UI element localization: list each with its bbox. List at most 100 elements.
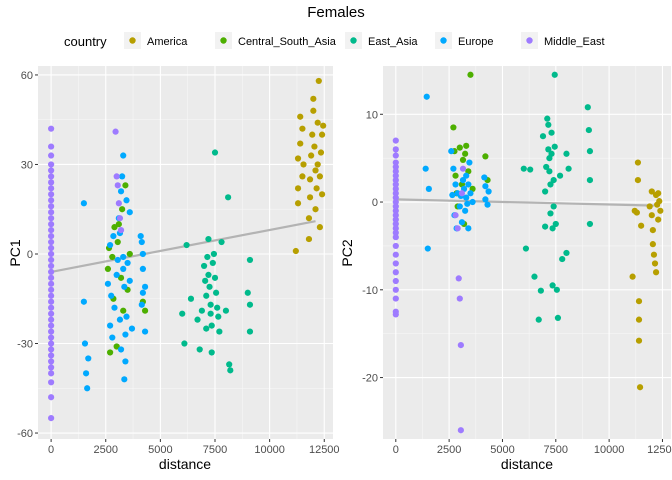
data-point — [305, 235, 313, 243]
data-point — [651, 260, 659, 267]
data-point — [456, 144, 463, 151]
data-point — [211, 274, 219, 281]
data-point — [648, 212, 655, 219]
data-point — [462, 150, 469, 157]
axis-ticks: 0 2500 5000 7500 10000 12500 -60 -30 0 30 60 — [17, 70, 339, 456]
data-point — [456, 203, 463, 210]
data-point — [422, 165, 429, 172]
data-point — [392, 229, 399, 236]
y-tick-label: 0 — [372, 197, 378, 209]
data-point — [586, 176, 594, 184]
data-point — [212, 289, 220, 296]
data-point — [210, 250, 218, 258]
x-tick-label: 2500 — [93, 444, 117, 456]
data-point — [122, 358, 129, 365]
data-point — [481, 174, 488, 181]
data-point — [636, 384, 644, 391]
data-point — [222, 307, 230, 314]
data-point — [48, 286, 55, 293]
data-point — [469, 198, 476, 206]
data-point — [652, 269, 660, 276]
data-point — [466, 159, 473, 166]
data-point — [109, 334, 116, 341]
data-point — [535, 316, 542, 323]
data-point — [545, 121, 552, 128]
data-point — [311, 143, 318, 150]
data-point — [48, 352, 55, 359]
data-point — [527, 166, 534, 173]
data-point — [452, 172, 459, 179]
data-point — [316, 224, 323, 231]
data-point — [120, 253, 127, 261]
data-point — [48, 370, 55, 377]
data-point — [116, 215, 124, 222]
data-point — [297, 113, 304, 120]
data-point — [113, 271, 120, 278]
data-point — [124, 259, 131, 267]
data-point — [205, 235, 212, 243]
data-point — [244, 289, 251, 296]
data-point — [292, 247, 299, 255]
data-point — [554, 314, 562, 321]
data-point — [308, 152, 315, 159]
trend-line — [395, 198, 654, 207]
data-point — [80, 200, 87, 207]
data-point — [139, 265, 146, 273]
data-point — [465, 181, 472, 188]
data-point — [549, 282, 556, 289]
data-point — [48, 280, 55, 287]
data-point — [48, 310, 55, 317]
data-point — [548, 129, 555, 136]
data-point — [299, 125, 306, 132]
data-point — [48, 256, 55, 264]
data-point — [109, 253, 116, 261]
data-point — [392, 260, 399, 267]
x-tick-label: 0 — [48, 444, 54, 456]
x-tick-label: 7500 — [203, 444, 227, 456]
data-point — [586, 220, 594, 228]
data-point — [121, 283, 128, 290]
figure-title: Females — [307, 4, 365, 21]
data-point — [392, 212, 399, 219]
data-point — [448, 148, 455, 155]
data-point — [633, 209, 640, 216]
data-point — [204, 253, 211, 261]
data-point — [48, 358, 55, 365]
data-point — [465, 225, 472, 232]
panel-pc1: 0 2500 5000 7500 10000 12500 -60 -30 0 30 60 dista… — [7, 66, 340, 472]
data-point — [547, 210, 554, 217]
data-point — [117, 346, 125, 353]
regression-line — [395, 198, 654, 207]
data-point — [48, 232, 55, 240]
y-tick-label: -20 — [362, 373, 378, 385]
data-point — [313, 185, 320, 192]
data-point — [194, 316, 201, 323]
data-point — [207, 310, 214, 317]
data-point — [552, 220, 559, 228]
data-point — [459, 176, 467, 184]
data-point — [563, 150, 570, 157]
data-point — [544, 115, 551, 122]
data-point — [392, 234, 399, 241]
data-point — [392, 176, 399, 184]
data-points — [392, 71, 664, 434]
panel-pc2: 0 2500 5000 7500 10000 12500 -20 -10 0 10 distanc… — [339, 66, 672, 472]
data-point — [392, 251, 399, 258]
data-point — [463, 172, 470, 179]
data-point — [122, 331, 129, 338]
data-point — [48, 197, 55, 204]
y-tick-label: 60 — [21, 70, 33, 82]
x-tick-label: 0 — [393, 444, 399, 456]
data-point — [114, 238, 121, 246]
data-point — [48, 340, 55, 347]
x-tick-label: 5000 — [148, 444, 172, 456]
trend-line — [50, 220, 316, 273]
data-point — [309, 131, 316, 138]
data-point — [550, 203, 557, 210]
data-point — [299, 173, 306, 180]
data-point — [317, 149, 325, 156]
legend-key-dot — [440, 37, 447, 44]
data-point — [117, 274, 125, 281]
data-points — [48, 77, 327, 422]
